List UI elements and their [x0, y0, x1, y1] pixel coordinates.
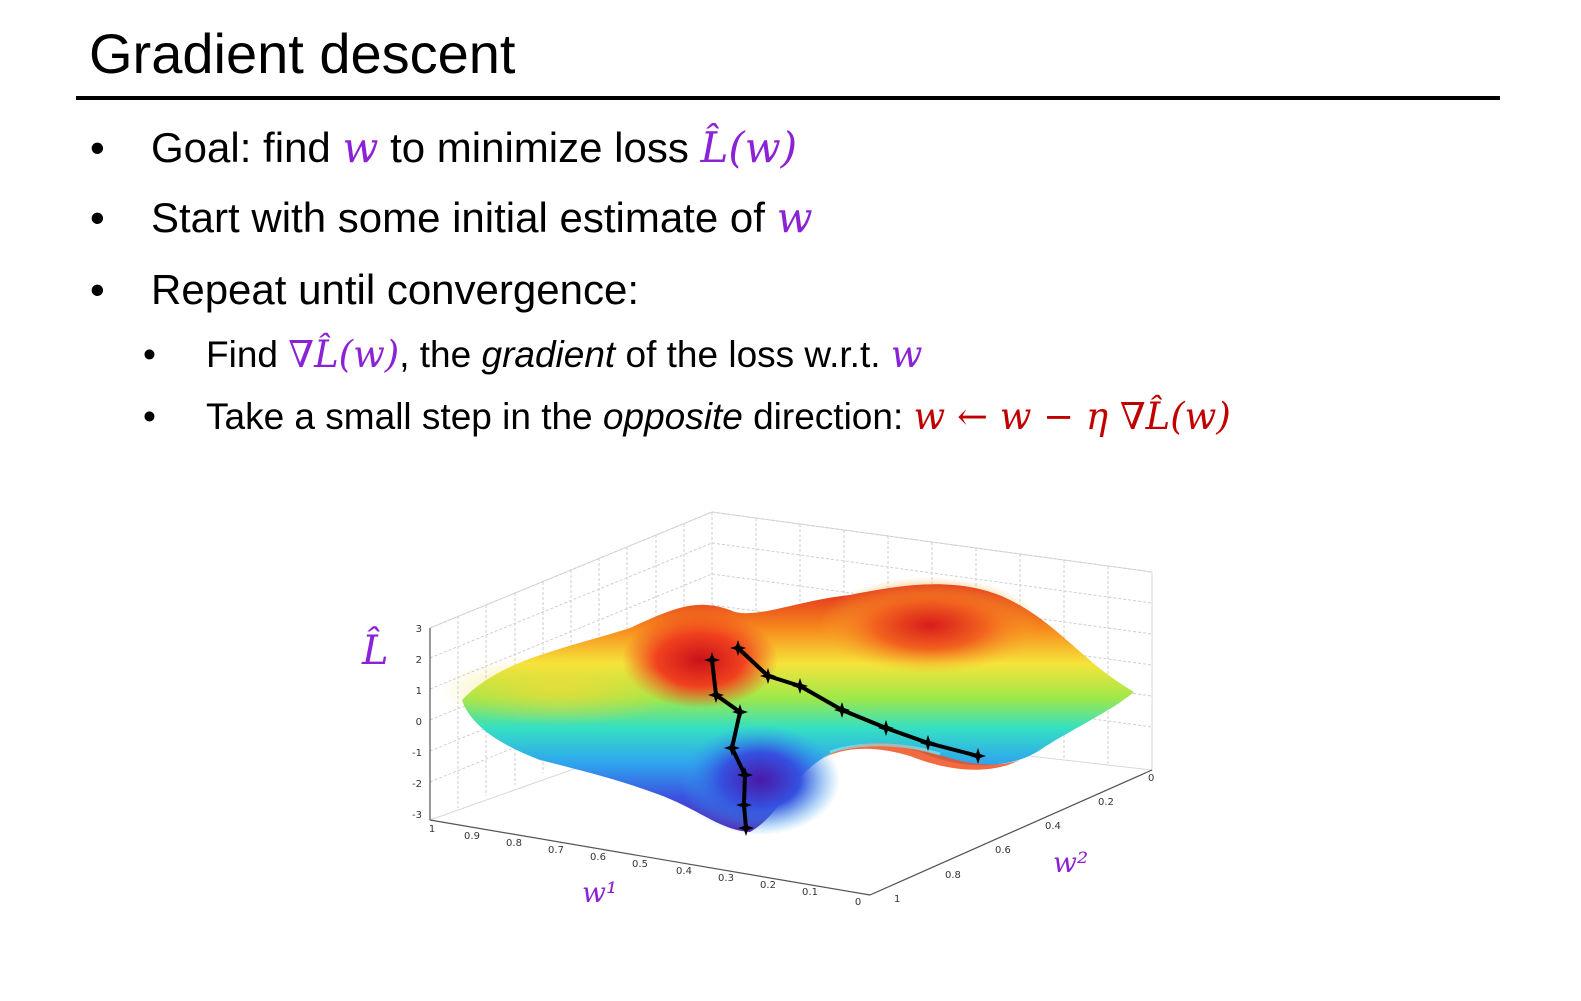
- bullet-dot: •: [90, 194, 105, 241]
- y-tick-label: 1: [894, 894, 900, 905]
- slide-title: Gradient descent: [89, 22, 516, 85]
- z-tick-label: -2: [412, 779, 422, 790]
- x-tick-label: 0.3: [718, 873, 734, 884]
- x-tick-label: 1: [429, 824, 435, 835]
- y-tick-label: 0.4: [1045, 821, 1061, 832]
- loss-surface: [440, 577, 1134, 835]
- path-markers: [704, 640, 986, 836]
- plot-axes: [429, 628, 1153, 896]
- x-tick-label: 0.9: [464, 831, 480, 842]
- z-tick-label: 0: [416, 717, 422, 728]
- y-axis-label: w²: [1053, 846, 1089, 879]
- x-tick-label: 0.4: [676, 866, 692, 877]
- title-divider: [76, 96, 1500, 100]
- loss-surface-plot: 3 2 1 0 -1 -2 -3 1 0.9 0.8 0.7 0.6 0.5 0…: [412, 511, 1154, 908]
- z-tick-label: 2: [416, 655, 422, 666]
- y-tick-label: 0: [1148, 773, 1154, 784]
- bullet-dot: •: [143, 334, 156, 375]
- x-tick-label: 0.6: [590, 852, 606, 863]
- x-tick-label: 0.7: [548, 845, 564, 856]
- x-tick-label: 0.8: [506, 838, 522, 849]
- z-axis-label: L̂: [362, 628, 389, 674]
- x-tick-label: 0.2: [760, 880, 776, 891]
- bullet-dot: •: [143, 396, 156, 437]
- y-tick-label: 0.2: [1098, 797, 1114, 808]
- bullet-dot: •: [90, 266, 105, 313]
- z-tick-label: 1: [416, 686, 422, 697]
- z-tick-label: -1: [412, 748, 422, 759]
- x-tick-label: 0.5: [632, 859, 648, 870]
- x-axis-label: w¹: [582, 876, 618, 909]
- y-tick-label: 0.8: [945, 870, 961, 881]
- x-tick-label: 0: [855, 897, 861, 908]
- bullet-dot: •: [90, 124, 105, 171]
- y-tick-label: 0.6: [995, 845, 1011, 856]
- x-tick-label: 0.1: [802, 887, 818, 898]
- z-tick-label: -3: [412, 810, 422, 821]
- z-tick-label: 3: [416, 624, 422, 635]
